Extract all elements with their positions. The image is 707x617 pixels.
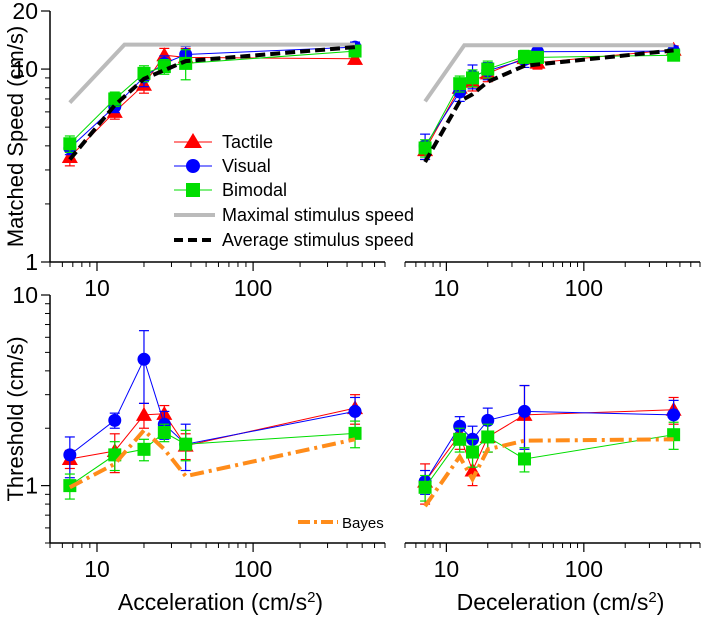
series-bimodal <box>418 421 681 502</box>
y-tick-label: 10 <box>12 282 38 308</box>
legend-visual-label: Visual <box>222 156 271 176</box>
series-maximal-stimulus-speed <box>68 42 355 104</box>
legend-bimodal-label: Bimodal <box>222 180 287 200</box>
data-point <box>347 50 364 65</box>
data-point <box>108 413 122 427</box>
panel-bottom-right: 10 100 Deceleration (cm/s2) <box>404 384 701 615</box>
legend-maximal-label: Maximal stimulus speed <box>222 205 414 225</box>
series-line <box>424 50 674 147</box>
x-tick-label: 100 <box>565 556 603 582</box>
series-bimodal <box>418 48 681 158</box>
series-bayes <box>68 427 356 490</box>
data-point <box>517 50 531 64</box>
x-tick-label: 10 <box>434 275 460 301</box>
series-line <box>68 427 356 490</box>
data-point <box>481 62 495 76</box>
series-line <box>423 43 674 103</box>
series-line <box>423 437 674 508</box>
data-point <box>453 432 467 446</box>
data-point <box>137 442 151 456</box>
data-point <box>453 77 467 91</box>
y-axis-title: Threshold (cm/s) <box>3 336 28 501</box>
data-point <box>348 426 362 440</box>
legend-average-speed: Average stimulus speed <box>174 230 414 250</box>
data-point <box>481 430 495 444</box>
series-tactile <box>61 394 364 474</box>
series-line <box>68 45 356 161</box>
data-point <box>137 352 151 366</box>
legend-bayes: Bayes <box>298 515 384 532</box>
legend: Tactile Visual Bimodal Maximal stimulus … <box>174 132 414 250</box>
legend-visual: Visual <box>174 156 271 176</box>
data-point <box>348 404 362 418</box>
y-tick-label: 20 <box>12 0 38 24</box>
data-point <box>108 92 122 106</box>
x-tick-label: 10 <box>434 556 460 582</box>
data-point <box>517 452 531 466</box>
y-tick-label: 1 <box>25 473 38 499</box>
series-line <box>69 50 356 145</box>
x-tick-label: 100 <box>234 275 272 301</box>
data-point <box>418 141 432 155</box>
x-tick-label: 10 <box>84 556 110 582</box>
data-point <box>418 480 432 494</box>
data-point <box>481 413 495 427</box>
x-tick-label: 100 <box>565 275 603 301</box>
series-line <box>68 42 355 104</box>
data-point <box>466 71 480 85</box>
x-tick-label: 10 <box>84 275 110 301</box>
x-tick-label: 100 <box>234 556 272 582</box>
data-point <box>157 425 171 439</box>
data-point <box>61 149 78 164</box>
legend-bayes-label: Bayes <box>342 515 384 532</box>
data-point <box>453 419 467 433</box>
data-point <box>135 406 152 421</box>
series-bayes <box>423 437 674 508</box>
data-point <box>466 445 480 459</box>
series-line <box>424 434 674 488</box>
series-maximal-stimulus-speed <box>423 43 674 103</box>
x-axis-title: Deceleration (cm/s2) <box>457 589 665 615</box>
legend-average-label: Average stimulus speed <box>222 230 414 250</box>
data-point <box>63 448 77 462</box>
series-average-stimulus-speed <box>68 45 356 161</box>
series-line <box>423 48 674 163</box>
series-line <box>69 407 356 460</box>
data-point <box>63 137 77 151</box>
panel-bottom-left: 10 100 1 10 Threshold (cm/s) Acceleration (cm… <box>3 282 386 615</box>
series-line <box>69 357 356 456</box>
legend-tactile-label: Tactile <box>222 132 273 152</box>
data-point <box>156 47 173 62</box>
y-tick-label: 10 <box>12 56 38 82</box>
panel-top-right: 10 100 <box>404 41 701 301</box>
legend-bimodal: Bimodal <box>174 180 287 200</box>
legend-maximal-speed: Maximal stimulus speed <box>174 205 414 225</box>
series-average-stimulus-speed <box>423 48 674 163</box>
data-point <box>517 404 531 418</box>
data-point <box>179 437 193 451</box>
y-axis-title: Matched Speed (cm/s) <box>3 26 28 247</box>
y-tick-label: 1 <box>25 249 38 275</box>
data-point <box>667 408 681 422</box>
series-bimodal <box>63 420 362 500</box>
x-axis-title: Acceleration (cm/s2) <box>118 589 323 615</box>
data-point <box>530 50 544 64</box>
legend-tactile: Tactile <box>174 132 273 152</box>
